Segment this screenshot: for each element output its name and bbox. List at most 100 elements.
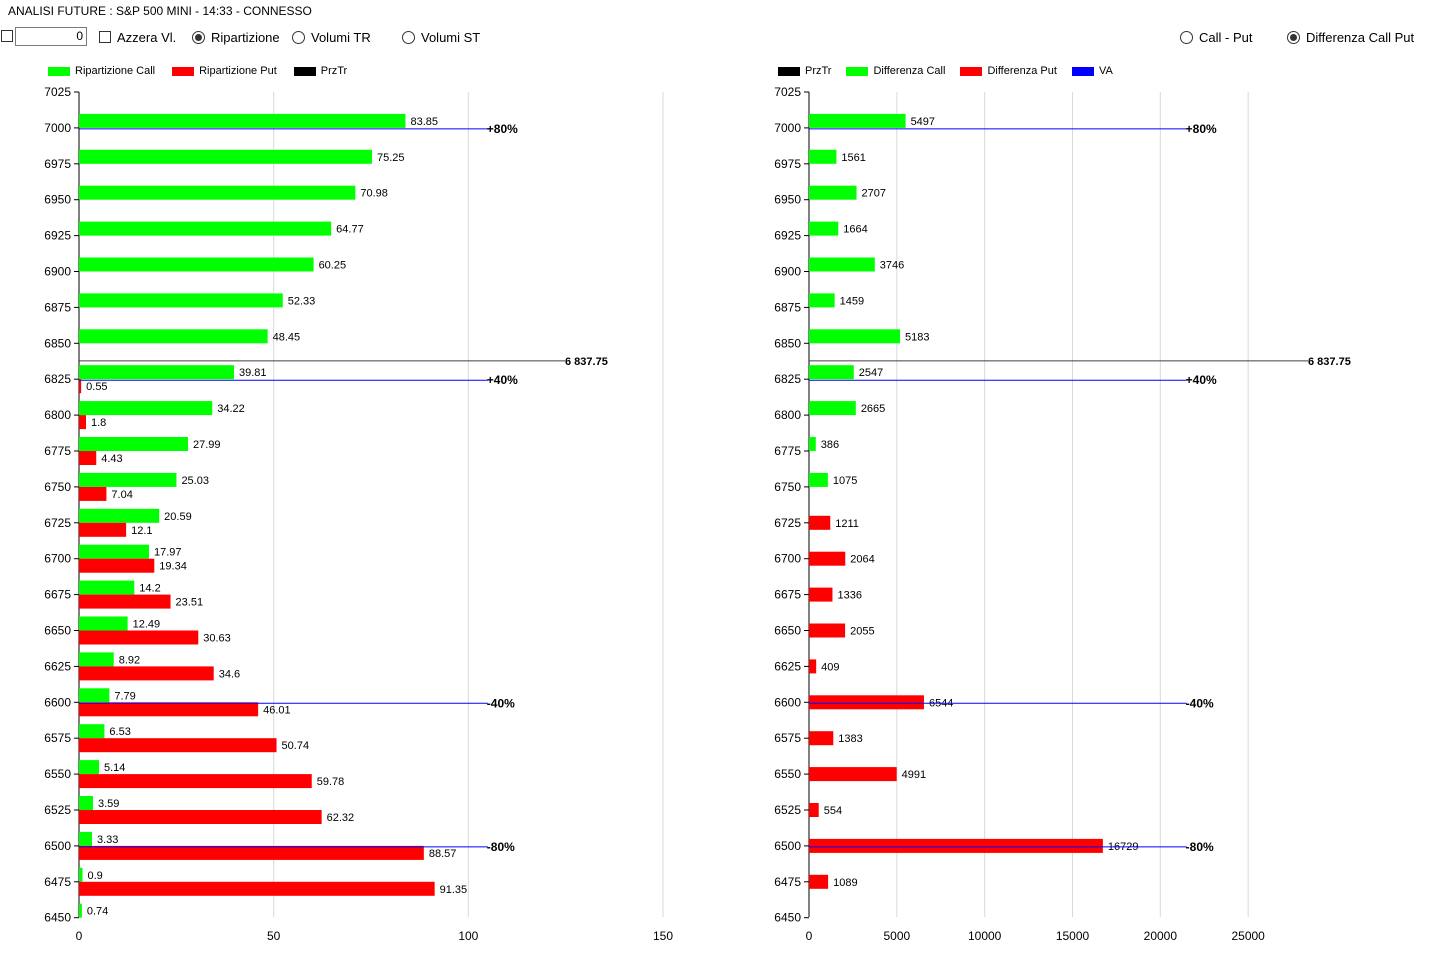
right-x-tick-label: 25000 bbox=[1231, 929, 1265, 943]
radio-call-put[interactable]: Call - Put bbox=[1180, 29, 1252, 45]
left-call-data-label: 34.22 bbox=[217, 403, 245, 415]
right-va-label: -40% bbox=[1186, 696, 1214, 710]
radio-ripartizione-label: Ripartizione bbox=[211, 29, 280, 45]
left-call-data-label: 75.25 bbox=[377, 152, 405, 164]
left-put-data-label: 0.55 bbox=[86, 381, 107, 393]
radio-volumi-tr-indicator[interactable] bbox=[292, 30, 305, 44]
left-call-bar bbox=[79, 508, 160, 523]
left-call-bar bbox=[79, 293, 283, 308]
left-put-bar bbox=[79, 594, 171, 609]
right-call-bar bbox=[809, 472, 828, 487]
reset-label: Azzera Vl. bbox=[117, 29, 177, 45]
radio-differenza-call-put[interactable]: Differenza Call Put bbox=[1287, 29, 1414, 45]
numeric-input[interactable]: 0 bbox=[15, 27, 87, 46]
radio-ripartizione-indicator[interactable] bbox=[192, 30, 205, 44]
right-y-tick-label: 6525 bbox=[774, 803, 801, 817]
left-call-bar bbox=[79, 401, 213, 416]
legend-swatch-call bbox=[48, 66, 70, 76]
reset-checkbox-box[interactable] bbox=[99, 31, 111, 43]
left-call-bar bbox=[79, 544, 149, 559]
left-put-data-label: 7.04 bbox=[111, 489, 132, 501]
left-y-tick-label: 6650 bbox=[44, 624, 71, 638]
right-put-data-label: 2064 bbox=[850, 554, 874, 566]
left-call-bar bbox=[79, 365, 234, 380]
reset-volume-checkbox[interactable]: Azzera Vl. bbox=[99, 29, 176, 45]
left-call-data-label: 0.74 bbox=[87, 906, 108, 918]
left-put-bar bbox=[79, 845, 424, 860]
right-call-data-label: 1664 bbox=[843, 224, 867, 236]
legend-item-prztr: PrzTr bbox=[778, 65, 831, 77]
left-call-data-label: 52.33 bbox=[288, 295, 316, 307]
left-call-bar bbox=[79, 616, 128, 631]
legend-item-call: Ripartizione Call bbox=[48, 65, 155, 77]
right-x-tick-label: 10000 bbox=[968, 929, 1002, 943]
right-call-bar bbox=[809, 329, 901, 344]
left-y-tick-label: 6625 bbox=[44, 659, 71, 673]
right-put-bar bbox=[809, 551, 846, 566]
right-y-tick-label: 6825 bbox=[774, 372, 801, 386]
enable-checkbox[interactable] bbox=[1, 30, 13, 42]
left-call-data-label: 6.53 bbox=[109, 726, 130, 738]
right-y-tick-label: 6800 bbox=[774, 408, 801, 422]
left-va-label: -80% bbox=[487, 840, 515, 854]
legend-label: Differenza Put bbox=[987, 65, 1057, 77]
left-put-data-label: 34.6 bbox=[219, 668, 240, 680]
left-call-bar bbox=[79, 472, 177, 487]
toolbar: 0 Azzera Vl. Ripartizione Volumi TR Volu… bbox=[0, 27, 1442, 49]
right-put-bar bbox=[809, 659, 817, 674]
right-put-bar bbox=[809, 803, 819, 817]
right-put-data-label: 1211 bbox=[835, 518, 859, 530]
left-y-tick-label: 6800 bbox=[44, 408, 71, 422]
radio-ripartizione[interactable]: Ripartizione bbox=[192, 29, 280, 45]
right-put-bar bbox=[809, 731, 834, 746]
left-y-tick-label: 6975 bbox=[44, 157, 71, 171]
right-call-bar bbox=[809, 185, 857, 200]
radio-call-put-indicator[interactable] bbox=[1180, 30, 1193, 44]
right-y-tick-label: 6775 bbox=[774, 444, 801, 458]
right-call-data-label: 1561 bbox=[841, 152, 865, 164]
left-put-data-label: 4.43 bbox=[101, 453, 122, 465]
legend-label: Ripartizione Call bbox=[75, 65, 156, 77]
right-x-tick-label: 20000 bbox=[1144, 929, 1178, 943]
left-put-bar bbox=[79, 379, 82, 394]
right-put-bar bbox=[809, 587, 833, 602]
left-call-bar bbox=[79, 831, 92, 846]
right-va-label: -80% bbox=[1186, 840, 1214, 854]
left-call-bar bbox=[79, 437, 188, 451]
left-y-tick-label: 6475 bbox=[44, 875, 71, 889]
right-y-tick-label: 6875 bbox=[774, 300, 801, 314]
right-y-tick-label: 6900 bbox=[774, 265, 801, 279]
left-call-bar bbox=[79, 221, 332, 236]
left-put-data-label: 30.63 bbox=[203, 633, 231, 645]
right-call-data-label: 2547 bbox=[859, 367, 883, 379]
left-call-bar bbox=[79, 149, 372, 164]
right-y-tick-label: 6725 bbox=[774, 516, 801, 530]
left-y-tick-label: 6450 bbox=[44, 911, 71, 925]
radio-volumi-st-label: Volumi ST bbox=[421, 29, 481, 45]
radio-volumi-st[interactable]: Volumi ST bbox=[402, 29, 480, 45]
left-x-tick-label: 50 bbox=[267, 929, 281, 943]
radio-differenza-indicator[interactable] bbox=[1287, 30, 1300, 44]
left-y-tick-label: 6600 bbox=[44, 695, 71, 709]
left-call-bar bbox=[79, 903, 82, 918]
right-put-data-label: 4991 bbox=[902, 769, 926, 781]
left-y-tick-label: 6775 bbox=[44, 444, 71, 458]
left-y-tick-label: 7000 bbox=[44, 121, 71, 135]
left-call-bar bbox=[79, 688, 110, 703]
right-x-tick-label: 15000 bbox=[1056, 929, 1090, 943]
left-prztr-label: 6 837.75 bbox=[565, 356, 608, 368]
radio-volumi-tr[interactable]: Volumi TR bbox=[292, 29, 371, 45]
radio-volumi-st-indicator[interactable] bbox=[402, 30, 415, 44]
left-put-data-label: 1.8 bbox=[91, 417, 106, 429]
legend-item-diff-call: Differenza Call bbox=[846, 65, 945, 77]
right-va-label: +80% bbox=[1186, 122, 1217, 136]
right-call-bar bbox=[809, 401, 856, 416]
right-call-data-label: 2707 bbox=[862, 188, 886, 200]
left-call-data-label: 3.59 bbox=[98, 798, 119, 810]
right-call-bar bbox=[809, 293, 835, 308]
right-put-bar bbox=[809, 515, 831, 530]
right-call-data-label: 3746 bbox=[880, 260, 904, 272]
left-call-data-label: 83.85 bbox=[410, 116, 438, 128]
left-y-tick-label: 6825 bbox=[44, 372, 71, 386]
left-y-tick-label: 6550 bbox=[44, 767, 71, 781]
